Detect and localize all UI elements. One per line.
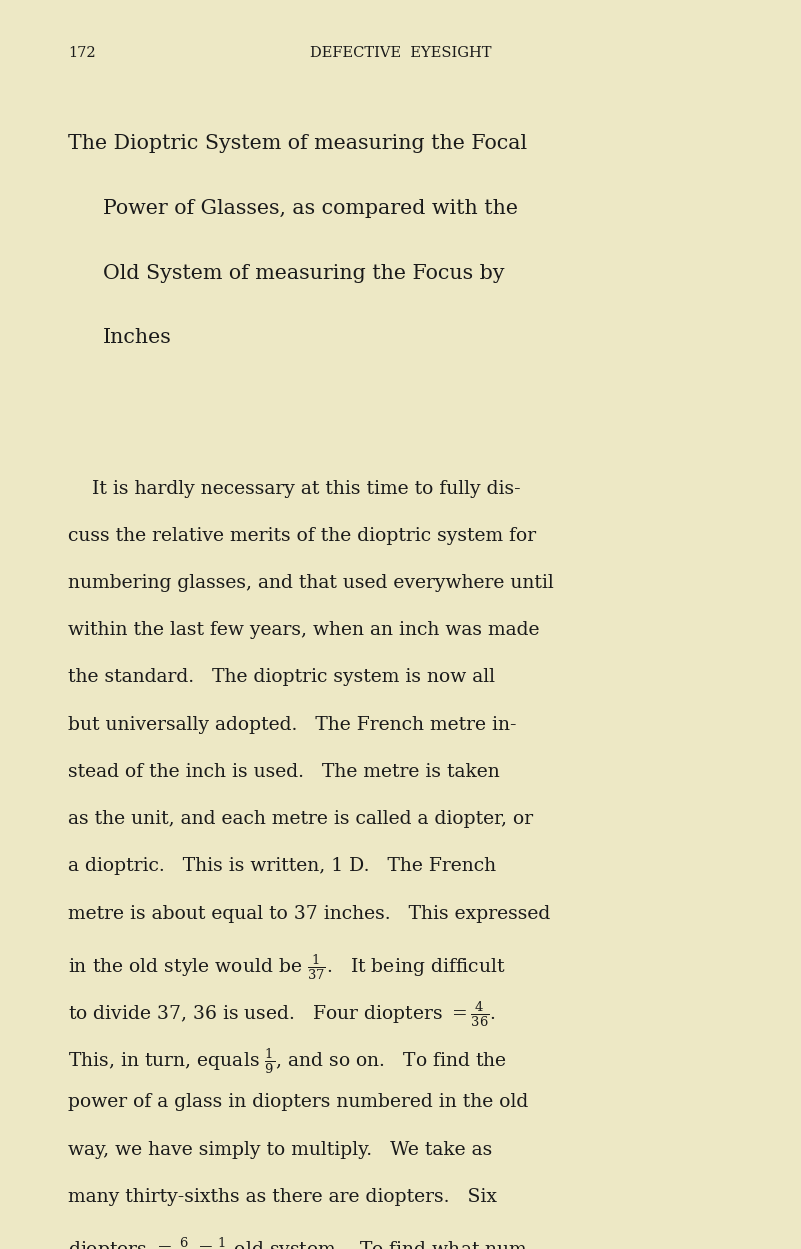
Text: power of a glass in diopters numbered in the old: power of a glass in diopters numbered in… [68,1093,529,1112]
Text: a dioptric.   This is written, 1 D.   The French: a dioptric. This is written, 1 D. The Fr… [68,857,496,876]
Text: but universally adopted.   The French metre in-: but universally adopted. The French metr… [68,716,517,733]
Text: The Dioptric System of measuring the Focal: The Dioptric System of measuring the Foc… [68,134,527,152]
Text: as the unit, and each metre is called a diopter, or: as the unit, and each metre is called a … [68,811,533,828]
Text: This, in turn, equals $\frac{1}{9}$, and so on.   To find the: This, in turn, equals $\frac{1}{9}$, and… [68,1047,507,1077]
Text: many thirty-sixths as there are diopters.   Six: many thirty-sixths as there are diopters… [68,1188,497,1205]
Text: It is hardly necessary at this time to fully dis-: It is hardly necessary at this time to f… [68,480,521,497]
Text: cuss the relative merits of the dioptric system for: cuss the relative merits of the dioptric… [68,527,536,545]
Text: diopters $= \frac{6}{36} = \frac{1}{6}$ old system.   To find what num-: diopters $= \frac{6}{36} = \frac{1}{6}$ … [68,1235,534,1249]
Text: way, we have simply to multiply.   We take as: way, we have simply to multiply. We take… [68,1140,493,1159]
Text: stead of the inch is used.   The metre is taken: stead of the inch is used. The metre is … [68,763,500,781]
Text: the standard.   The dioptric system is now all: the standard. The dioptric system is now… [68,668,495,687]
Text: DEFECTIVE  EYESIGHT: DEFECTIVE EYESIGHT [310,46,491,60]
Text: 172: 172 [68,46,95,60]
Text: to divide 37, 36 is used.   Four diopters $= \frac{4}{36}$.: to divide 37, 36 is used. Four diopters … [68,999,496,1029]
Text: Inches: Inches [103,328,171,347]
Text: within the last few years, when an inch was made: within the last few years, when an inch … [68,621,540,639]
Text: Power of Glasses, as compared with the: Power of Glasses, as compared with the [103,199,517,217]
Text: in the old style would be $\frac{1}{37}$.   It being difficult: in the old style would be $\frac{1}{37}$… [68,952,506,982]
Text: numbering glasses, and that used everywhere until: numbering glasses, and that used everywh… [68,575,553,592]
Text: Old System of measuring the Focus by: Old System of measuring the Focus by [103,264,504,282]
Text: metre is about equal to 37 inches.   This expressed: metre is about equal to 37 inches. This … [68,904,550,923]
